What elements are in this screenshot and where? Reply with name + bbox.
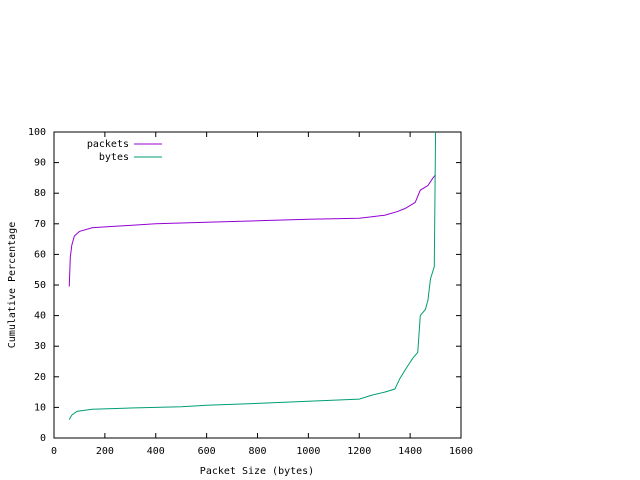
x-tick-label: 400 xyxy=(147,446,165,457)
y-tick-label: 80 xyxy=(34,188,46,199)
legend-label: bytes xyxy=(99,152,129,163)
x-tick-label: 200 xyxy=(96,446,114,457)
y-tick-label: 90 xyxy=(34,158,46,169)
y-tick-label: 40 xyxy=(34,311,46,322)
x-axis-label: Packet Size (bytes) xyxy=(200,466,314,477)
x-tick-label: 800 xyxy=(248,446,266,457)
y-tick-label: 100 xyxy=(28,127,46,138)
y-tick-label: 30 xyxy=(34,341,46,352)
y-tick-label: 60 xyxy=(34,249,46,260)
y-tick-label: 0 xyxy=(40,433,46,444)
plot-border xyxy=(53,131,462,439)
legend-label: packets xyxy=(87,139,129,150)
data-line xyxy=(68,174,436,287)
x-tick-label: 1000 xyxy=(296,446,320,457)
x-tick-label: 0 xyxy=(51,446,57,457)
y-tick-label: 10 xyxy=(34,402,46,413)
x-tick-label: 1400 xyxy=(398,446,422,457)
x-tick-label: 1600 xyxy=(449,446,473,457)
y-tick-label: 70 xyxy=(34,219,46,230)
x-tick-label: 600 xyxy=(198,446,216,457)
data-line xyxy=(68,131,437,420)
x-tick-label: 1200 xyxy=(347,446,371,457)
y-axis-label: Cumulative Percentage xyxy=(7,222,18,348)
y-tick-label: 50 xyxy=(34,280,46,291)
y-tick-label: 20 xyxy=(34,372,46,383)
